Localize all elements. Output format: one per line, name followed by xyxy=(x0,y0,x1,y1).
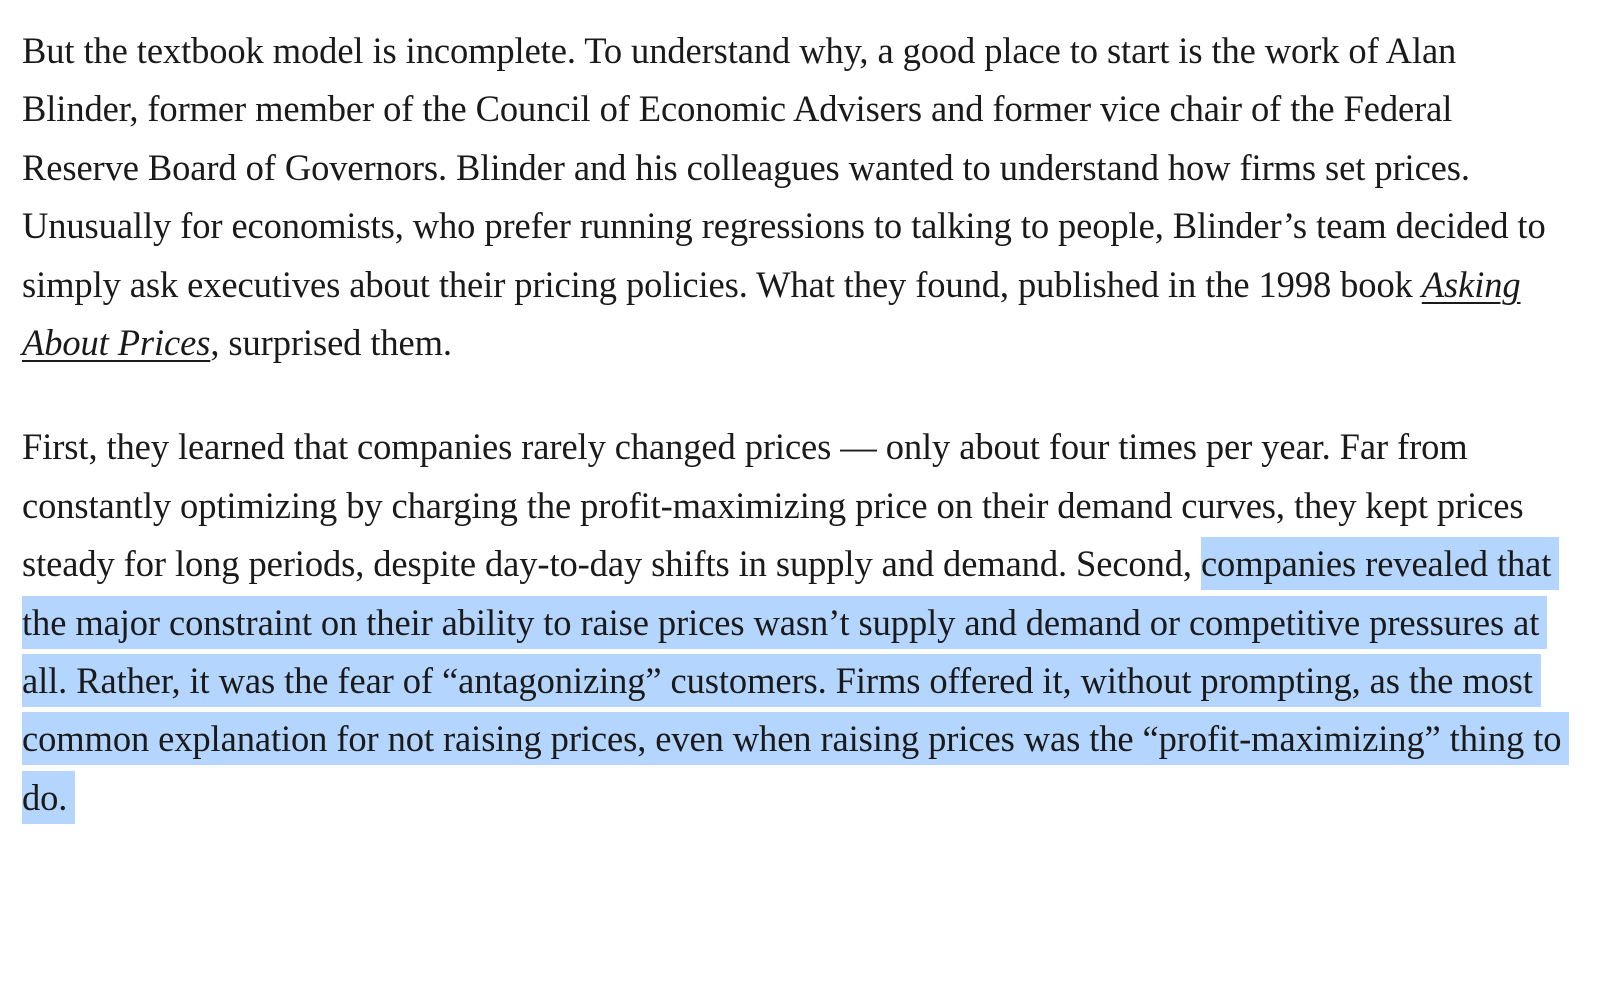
paragraph-2-text-before-selection: First, they learned that companies rarel… xyxy=(22,426,1524,585)
paragraph-1: But the textbook model is incomplete. To… xyxy=(22,22,1570,372)
book-title-link[interactable]: Asking About Prices xyxy=(22,263,1521,364)
paragraph-1-text-before-link: But the textbook model is incomplete. To… xyxy=(22,30,1546,305)
paragraph-2: First, they learned that companies rarel… xyxy=(22,418,1570,827)
paragraph-1-text-after-link: , surprised them. xyxy=(210,322,452,364)
article-body: But the textbook model is incomplete. To… xyxy=(22,22,1570,827)
